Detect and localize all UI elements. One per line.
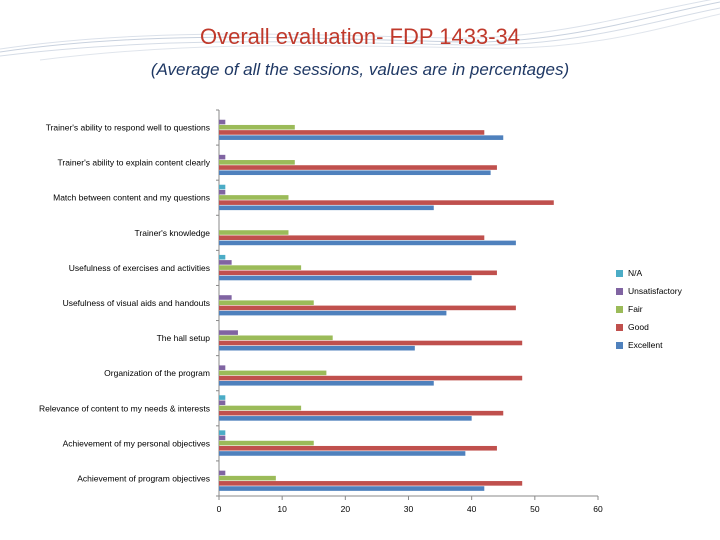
x-tick-label: 0: [217, 504, 222, 514]
legend-label: Good: [628, 322, 649, 332]
bar-excellent: [219, 135, 504, 140]
bar-excellent: [219, 486, 485, 491]
bar-good: [219, 340, 523, 346]
bar-excellent: [219, 275, 472, 281]
legend-item: Excellent: [616, 336, 716, 354]
bar-fair: [219, 370, 327, 376]
bar-n-a: [219, 395, 226, 400]
legend-item: N/A: [616, 264, 716, 282]
bar-excellent: [219, 205, 434, 211]
bar-unsatisfactory: [219, 189, 226, 195]
category-label: Usefulness of exercises and activities: [69, 263, 210, 273]
bar-excellent: [219, 451, 466, 456]
bar-good: [219, 375, 523, 381]
bar-unsatisfactory: [219, 295, 232, 300]
bar-excellent: [219, 170, 491, 176]
bar-good: [219, 165, 497, 170]
bar-fair: [219, 160, 295, 165]
bar-excellent: [219, 416, 472, 421]
category-label: Achievement of my personal objectives: [63, 438, 210, 448]
decorative-swoosh-lines: [0, 0, 720, 61]
legend-swatch: [616, 341, 623, 349]
category-label: Trainer's ability to explain content cle…: [58, 158, 211, 168]
bar-fair: [219, 475, 276, 481]
bar-unsatisfactory: [219, 330, 238, 335]
legend-swatch: [616, 305, 623, 313]
category-label: The hall setup: [157, 333, 211, 343]
bar-fair: [219, 195, 289, 200]
category-label: Relevance of content to my needs & inter…: [39, 403, 210, 413]
bar-unsatisfactory: [219, 470, 226, 476]
category-label: Trainer's knowledge: [135, 228, 211, 238]
bar-fair: [219, 335, 333, 341]
bar-good: [219, 305, 516, 311]
bar-n-a: [219, 184, 226, 190]
category-label: Organization of the program: [104, 368, 210, 378]
legend-item: Good: [616, 318, 716, 336]
bar-excellent: [219, 240, 516, 246]
bar-good: [219, 270, 497, 276]
legend-swatch: [616, 323, 623, 331]
bar-fair: [219, 440, 314, 446]
bar-good: [219, 445, 497, 451]
legend-swatch: [616, 287, 623, 295]
bar-unsatisfactory: [219, 400, 226, 406]
bar-fair: [219, 124, 295, 130]
x-tick-label: 40: [467, 504, 477, 514]
bar-unsatisfactory: [219, 365, 226, 370]
category-label: Usefulness of visual aids and handouts: [63, 298, 210, 308]
x-tick-label: 20: [341, 504, 351, 514]
bar-excellent: [219, 345, 415, 351]
bar-good: [219, 481, 523, 486]
bar-fair: [219, 405, 302, 411]
category-label: Trainer's ability to respond well to que…: [46, 123, 210, 133]
bar-n-a: [219, 254, 226, 260]
x-tick-label: 60: [593, 504, 603, 514]
x-tick-label: 10: [277, 504, 287, 514]
bar-good: [219, 130, 485, 135]
bar-good: [219, 200, 554, 205]
legend-label: Excellent: [628, 340, 663, 350]
category-label: Achievement of program objectives: [77, 473, 210, 483]
legend-label: Fair: [628, 304, 643, 314]
chart-subtitle: (Average of all the sessions, values are…: [150, 60, 570, 79]
bar-excellent: [219, 310, 447, 316]
legend-swatch: [616, 269, 623, 277]
bar-unsatisfactory: [219, 119, 226, 125]
bar-excellent: [219, 380, 434, 386]
legend-label: N/A: [628, 268, 643, 278]
x-tick-label: 50: [530, 504, 540, 514]
bar-n-a: [219, 430, 226, 435]
legend-item: Unsatisfactory: [616, 282, 716, 300]
legend-item: Fair: [616, 300, 716, 318]
x-tick-label: 30: [404, 504, 414, 514]
bar-fair: [219, 300, 314, 305]
chart-legend: N/A Unsatisfactory Fair Good Excellent: [616, 264, 716, 354]
chart-title: Overall evaluation- FDP 1433-34: [200, 24, 520, 49]
bar-good: [219, 410, 504, 416]
bar-good: [219, 235, 485, 241]
category-label: Match between content and my questions: [53, 193, 210, 203]
bar-unsatisfactory: [219, 260, 232, 265]
bar-fair: [219, 230, 289, 235]
bar-fair: [219, 265, 302, 270]
bar-unsatisfactory: [219, 154, 226, 160]
bar-unsatisfactory: [219, 435, 226, 441]
legend-label: Unsatisfactory: [628, 286, 682, 296]
